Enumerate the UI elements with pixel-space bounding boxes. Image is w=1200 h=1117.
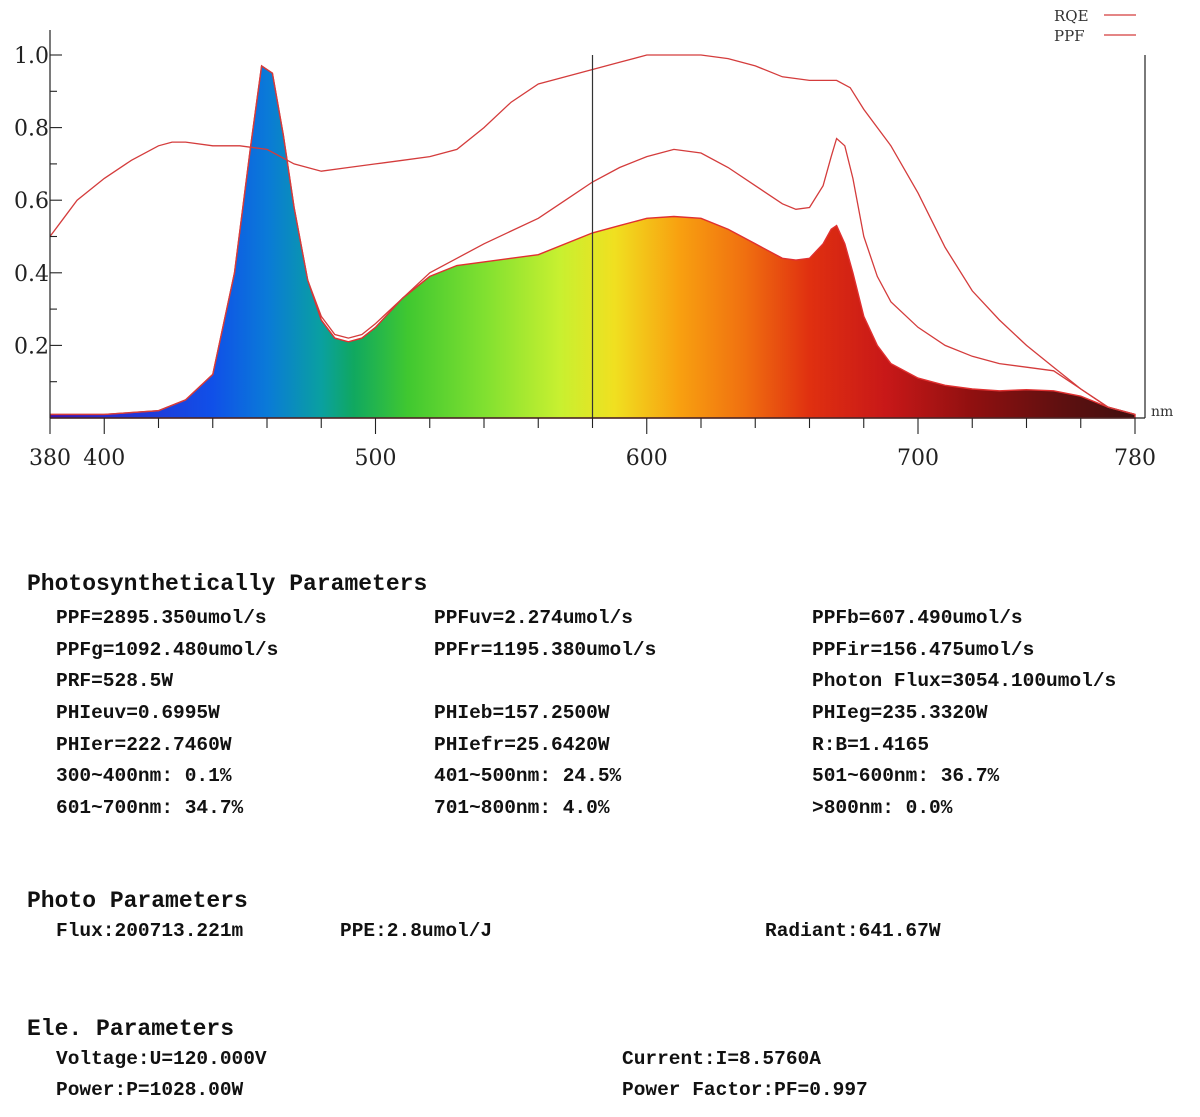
y-tick-label: 0.6 (14, 189, 49, 214)
param-rb-ratio: R:B=1.4165 (812, 734, 930, 756)
y-tick-label: 0.2 (14, 334, 49, 359)
param-ppfg: PPFg=1092.480umol/s (56, 639, 279, 661)
legend: RQE PPF (1054, 7, 1136, 45)
param-band-701-800: 701~800nm: 4.0% (434, 797, 610, 819)
param-power: Power:P=1028.00W (56, 1079, 244, 1101)
param-phiefr: PHIefr=25.6420W (434, 734, 610, 756)
ppf-line (50, 64, 1136, 416)
legend-label-rqe: RQE (1054, 7, 1089, 25)
param-ppfir: PPFir=156.475umol/s (812, 639, 1035, 661)
param-band-401-500: 401~500nm: 24.5% (434, 765, 622, 787)
param-band-501-600: 501~600nm: 36.7% (812, 765, 1000, 787)
x-tick-label: 500 (355, 446, 397, 471)
param-ppf: PPF=2895.350umol/s (56, 607, 267, 629)
param-radiant: Radiant:641.67W (765, 920, 941, 942)
param-flux: Flux:200713.221m (56, 920, 244, 942)
param-voltage: Voltage:U=120.000V (56, 1048, 267, 1070)
x-tick-label: 400 (83, 446, 125, 471)
param-power-factor: Power Factor:PF=0.997 (622, 1079, 868, 1101)
photo-title: Photo Parameters (27, 888, 248, 914)
param-ppfuv: PPFuv=2.274umol/s (434, 607, 633, 629)
x-tick-label: 600 (626, 446, 668, 471)
y-tick-label: 1.0 (14, 44, 49, 69)
x-tick-label: 380 (29, 446, 71, 471)
param-phier: PHIer=222.7460W (56, 734, 232, 756)
param-phieb: PHIeb=157.2500W (434, 702, 610, 724)
x-tick-label: 700 (897, 446, 939, 471)
y-ticks (50, 54, 62, 383)
param-ppfb: PPFb=607.490umol/s (812, 607, 1023, 629)
param-band-300-400: 300~400nm: 0.1% (56, 765, 232, 787)
param-band-800-plus: >800nm: 0.0% (812, 797, 953, 819)
rqe-line (50, 54, 1136, 416)
spectrum-chart: 380 400 500 600 700 780 0.2 0.4 0.6 0.8 1.0 nm RQ… (14, 7, 1173, 471)
x-unit-label: nm (1151, 404, 1173, 420)
electrical-title: Ele. Parameters (27, 1016, 235, 1042)
param-phieuv: PHIeuv=0.6995W (56, 702, 220, 724)
param-photon-flux: Photon Flux=3054.100umol/s (812, 670, 1117, 692)
x-tick-labels: 380 400 500 600 700 780 (29, 446, 1156, 471)
param-prf: PRF=528.5W (56, 670, 174, 692)
param-band-601-700: 601~700nm: 34.7% (56, 797, 244, 819)
y-tick-label: 0.8 (14, 117, 49, 142)
photosynthetic-title: Photosynthetically Parameters (27, 571, 428, 597)
param-ppfr: PPFr=1195.380umol/s (434, 639, 657, 661)
x-tick-label: 780 (1114, 446, 1156, 471)
param-phieg: PHIeg=235.3320W (812, 702, 988, 724)
x-ticks (49, 418, 1136, 434)
y-tick-label: 0.4 (14, 262, 49, 287)
param-current: Current:I=8.5760A (622, 1048, 821, 1070)
legend-label-ppf: PPF (1054, 27, 1085, 45)
y-tick-labels: 0.2 0.4 0.6 0.8 1.0 (14, 44, 49, 359)
param-ppe: PPE:2.8umol/J (340, 920, 493, 942)
